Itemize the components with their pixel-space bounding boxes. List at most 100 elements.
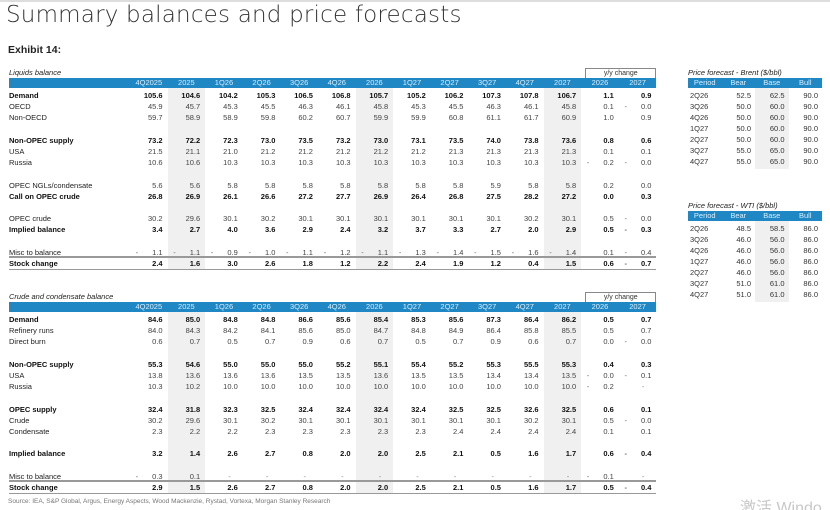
price-value: 61.0 (769, 290, 785, 299)
price-value: 48.5 (736, 224, 751, 233)
source-note: Source: IEA, S&P Global, Argus, Energy A… (8, 498, 331, 505)
table-cell: 85.6 (335, 315, 351, 324)
period-label: 2Q26 (690, 91, 709, 100)
table-cell: 0.1 (603, 102, 614, 112)
table-cell: 3.2 (152, 449, 163, 459)
row-label: Demand (9, 91, 39, 100)
row-label: OPEC NGLs/condensate (9, 180, 93, 190)
table-cell: 1.8 (302, 259, 313, 268)
table-cell: 21.3 (561, 147, 577, 156)
price-value: 46.0 (736, 257, 751, 266)
period-label: 1Q27 (690, 124, 709, 133)
table-row: OPEC crude 30.2 29.6 30.1 30.2 30.1 30.1 30.1 30… (9, 213, 656, 224)
table-cell: -0.9 (210, 247, 238, 257)
table-cell: 2.3 (377, 427, 389, 436)
shaded-column (543, 312, 582, 494)
column-header: 3Q27 (478, 302, 497, 311)
table-cell: 0.5 (603, 415, 614, 425)
table-cell: 0.1 (640, 427, 652, 436)
table-cell: -0.4 (624, 247, 652, 257)
table-cell: 10.0 (561, 382, 577, 392)
table-cell: 10.2 (185, 382, 201, 392)
table-cell: 0.6 (528, 337, 539, 347)
table-cell: 45.3 (411, 102, 426, 112)
table-cell: 2.3 (415, 427, 426, 436)
row-label: Direct burn (9, 337, 46, 347)
table-cell: - (341, 471, 344, 481)
table-cell: 1.6 (528, 449, 539, 459)
price-value: 90.0 (803, 102, 818, 111)
table-row: OPEC NGLs/condensate 5.6 5.6 5.8 5.8 5.8 5.8 5.… (9, 180, 656, 191)
table-cell: 55.4 (411, 359, 426, 369)
table-cell: -0.0 (624, 102, 652, 112)
table-cell: 5.8 (565, 180, 577, 190)
price-value: 86.0 (803, 268, 818, 277)
table-cell: 59.8 (260, 113, 276, 123)
table-cell: 10.3 (486, 158, 501, 168)
table-cell: 85.4 (373, 315, 389, 324)
table-cell: 45.8 (561, 102, 577, 112)
table-cell: 2.3 (152, 427, 163, 436)
price-value: 55.0 (736, 157, 751, 166)
table-cell: 0.5 (603, 483, 614, 492)
table-cell: 13.5 (411, 371, 426, 380)
table-cell: 0.1 (603, 147, 614, 156)
table-cell: 0.5 (490, 483, 501, 492)
price-row: 4Q27 55.0 65.0 90.0 (688, 156, 822, 167)
table-cell: 73.0 (373, 135, 389, 145)
table-cell: 5.8 (302, 180, 313, 190)
table-cell: 2.0 (377, 483, 389, 492)
table-cell: 10.6 (185, 158, 201, 168)
table-cell: 3.6 (264, 225, 276, 235)
table-cell: 46.3 (298, 102, 313, 112)
table-cell: - (566, 471, 570, 481)
table-row: Implied balance 3.4 2.7 4.0 3.6 2.9 2.4 3.2 3.7 3… (9, 224, 656, 235)
table-cell: 30.1 (298, 415, 313, 425)
table-cell: 32.5 (448, 404, 464, 414)
table-cell: 84.6 (147, 315, 163, 324)
table-cell: 2.7 (189, 225, 201, 235)
table-cell: 30.1 (486, 214, 501, 224)
table-cell: 27.2 (561, 191, 577, 201)
column-header: 3Q27 (478, 78, 497, 87)
price-value: 60.0 (769, 124, 785, 133)
table-cell: 13.6 (260, 371, 276, 380)
table-cell: 86.4 (523, 315, 539, 324)
price-value: 90.0 (803, 124, 818, 133)
table-cell: 0.9 (490, 337, 501, 347)
table-cell: 10.3 (411, 158, 426, 168)
table-caption: Liquids balance (9, 68, 62, 77)
table-cell: 21.1 (185, 147, 201, 156)
table-cell: 85.6 (298, 326, 313, 336)
table-row: Stock change 2.9 1.5 2.6 2.7 0.8 2.0 2.0 2.5 2.1 0… (9, 480, 656, 494)
column-header: 2Q26 (252, 78, 271, 87)
row-label: Implied balance (9, 225, 66, 235)
table-header-bar: 4Q2025 2025 1Q26 2Q26 3Q26 4Q26 2026 1Q27 2Q27 3Q… (9, 78, 656, 88)
table-cell: 85.8 (523, 326, 539, 336)
table-cell: 73.6 (561, 135, 577, 145)
table-cell: 60.8 (448, 113, 464, 123)
table-cell: 0.6 (340, 337, 351, 347)
table-cell: 59.9 (373, 113, 389, 123)
column-header: 4Q2025 (135, 302, 163, 311)
price-value: 90.0 (803, 113, 818, 122)
column-header: 2027 (629, 78, 646, 87)
table-cell: 30.1 (223, 415, 238, 425)
price-value: 50.0 (736, 135, 751, 144)
column-header: 2027 (554, 78, 571, 87)
table-row: Non-OECD 59.7 58.9 58.9 59.8 60.2 60.7 59.9 59.9… (9, 112, 656, 123)
table-cell: 86.6 (298, 315, 313, 324)
table-row: Implied balance 3.2 1.4 2.6 2.7 0.8 2.0 2.0 2.5 2… (9, 448, 656, 459)
table-cell: 0.1 (640, 147, 652, 156)
table-cell: 1.9 (452, 259, 464, 268)
table-cell: 1.0 (603, 113, 614, 123)
table-cell: -1.0 (248, 247, 276, 257)
page-title: Summary balances and price forecasts (6, 2, 462, 28)
table-cell: 0.9 (640, 113, 652, 123)
column-header: 4Q26 (327, 78, 346, 87)
table-cell: -0.1 (624, 371, 652, 380)
price-row: 2Q26 52.5 62.5 90.0 (688, 90, 822, 101)
price-value: 86.0 (803, 257, 818, 266)
table-cell: 27.5 (486, 191, 501, 201)
price-value: 86.0 (803, 224, 818, 233)
